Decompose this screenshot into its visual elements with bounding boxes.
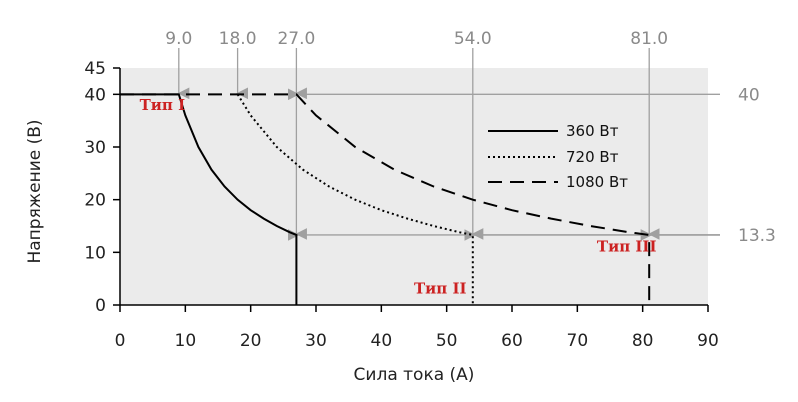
y-tick-label: 20 xyxy=(84,191,106,211)
legend-label-360: 360 Вт xyxy=(566,122,619,140)
series-line-1080 xyxy=(120,93,651,305)
x-tick-label: 90 xyxy=(697,331,719,351)
x-axis-title: Сила тока (А) xyxy=(354,365,475,385)
y-tick-label: 45 xyxy=(84,59,106,79)
x-tick-label: 70 xyxy=(567,331,589,351)
x-tick-label: 50 xyxy=(436,331,458,351)
x-tick-label: 20 xyxy=(240,331,262,351)
y-tick-label: 40 xyxy=(84,85,106,105)
x-tick-label: 40 xyxy=(371,331,393,351)
legend-label-720: 720 Вт xyxy=(566,148,619,166)
reference-lines xyxy=(177,48,720,241)
top-value-label: 18.0 xyxy=(219,29,257,49)
x-tick-label: 60 xyxy=(501,331,523,351)
type-label: Тип I xyxy=(140,96,186,114)
x-tick-label: 0 xyxy=(115,331,126,351)
x-tick-label: 80 xyxy=(632,331,654,351)
y-tick-label: 10 xyxy=(84,243,106,263)
type-label: Тип II xyxy=(414,279,467,297)
type-label: Тип III xyxy=(597,237,657,255)
top-value-label: 81.0 xyxy=(630,29,668,49)
right-value-label: 13.3 xyxy=(738,226,776,246)
plot-area xyxy=(120,68,708,305)
legend-label-1080: 1080 Вт xyxy=(566,173,628,191)
series-line-360 xyxy=(120,93,298,305)
x-tick-label: 30 xyxy=(305,331,327,351)
y-tick-label: 30 xyxy=(84,138,106,158)
series-lines xyxy=(120,93,651,305)
y-tick-label: 0 xyxy=(95,296,106,316)
top-value-label: 9.0 xyxy=(165,29,192,49)
right-value-label: 40 xyxy=(738,85,760,105)
y-axis-title: Напряжение (В) xyxy=(25,119,45,263)
top-value-label: 27.0 xyxy=(277,29,315,49)
top-value-label: 54.0 xyxy=(454,29,492,49)
legend: 360 Вт 720 Вт 1080 Вт xyxy=(488,122,628,191)
x-tick-label: 10 xyxy=(175,331,197,351)
labels: 9.0 18.0 27.0 54.0 81.0 40 13.3 Сила тока (А) На… xyxy=(25,29,776,385)
axes: 0 10 20 30 40 50 60 70 80 90 0 10 20 30 40 45 xyxy=(84,59,718,351)
